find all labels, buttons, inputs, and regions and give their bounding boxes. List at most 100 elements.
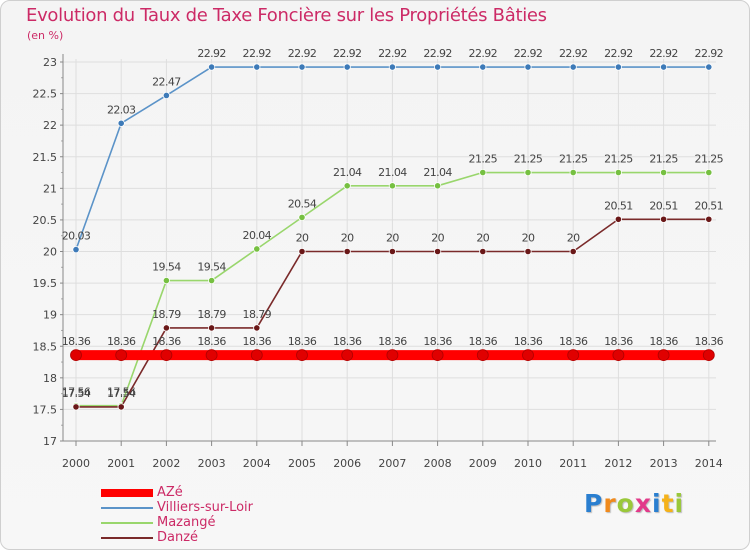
legend-swatch xyxy=(101,521,153,524)
x-tick-label: 2012 xyxy=(604,457,632,470)
x-tick-label: 2005 xyxy=(288,457,316,470)
data-label: 22.92 xyxy=(559,47,588,60)
data-label: 18.36 xyxy=(152,335,181,348)
data-label: 20.54 xyxy=(288,197,317,210)
data-label: 18.36 xyxy=(695,335,724,348)
x-tick-label: 2011 xyxy=(559,457,587,470)
data-point xyxy=(612,349,625,361)
data-label: 20 xyxy=(431,232,444,245)
proxiti-logo: Proxiti xyxy=(584,489,684,518)
data-point xyxy=(162,91,170,100)
data-point xyxy=(205,349,218,361)
y-tick-label: 22 xyxy=(43,119,57,132)
x-tick-label: 2004 xyxy=(243,457,271,470)
grid-lines xyxy=(60,59,716,446)
data-label: 19.54 xyxy=(152,261,181,274)
data-label: 22.47 xyxy=(152,75,181,88)
data-point xyxy=(433,182,442,190)
x-tick-label: 2003 xyxy=(198,457,226,470)
data-point xyxy=(388,63,396,71)
data-point xyxy=(298,63,306,71)
data-point xyxy=(250,349,263,361)
data-label: 21.25 xyxy=(604,153,633,166)
data-label: 18.36 xyxy=(423,335,452,348)
x-tick-label: 2002 xyxy=(152,457,180,470)
data-point xyxy=(117,403,125,411)
data-label: 22.92 xyxy=(243,47,272,60)
data-label: 22.92 xyxy=(649,47,678,60)
series-villiers-sur-loir: 20.03 22.03 22.47 22.92 22.92 22.92 22.92 22.92… xyxy=(62,47,724,254)
data-point xyxy=(115,349,128,361)
legend-label: Mazangé xyxy=(157,515,216,530)
data-label: 22.92 xyxy=(604,47,633,60)
data-point xyxy=(72,246,80,254)
data-label: 22.92 xyxy=(469,47,498,60)
data-label: 17.56 xyxy=(62,386,91,399)
data-point xyxy=(569,247,577,256)
x-tick-label: 2001 xyxy=(107,457,135,470)
data-label: 20 xyxy=(522,232,535,245)
x-tick-label: 2008 xyxy=(424,457,452,470)
data-point xyxy=(614,215,623,223)
data-label: 18.36 xyxy=(288,335,317,348)
data-point xyxy=(298,213,306,221)
x-tick-label: 2013 xyxy=(650,457,678,470)
data-label: 18.79 xyxy=(197,308,226,321)
data-point xyxy=(479,168,487,177)
data-point xyxy=(524,168,532,177)
data-point xyxy=(388,182,396,190)
data-label: 18.36 xyxy=(107,335,136,348)
data-point xyxy=(431,349,444,361)
series-mazang-: 17.56 17.56 19.54 19.54 20.04 20.54 21.04 21.04… xyxy=(62,153,724,410)
y-tick-label: 22.5 xyxy=(33,88,58,101)
data-label: 21.04 xyxy=(333,166,362,179)
data-label: 18.36 xyxy=(649,335,678,348)
data-label: 18.36 xyxy=(559,335,588,348)
series-az-: 18.36 18.36 18.36 18.36 18.36 18.36 18.36 18.36… xyxy=(62,335,724,361)
data-point xyxy=(162,324,170,332)
data-point xyxy=(160,349,173,361)
data-label: 18.79 xyxy=(152,308,181,321)
data-point xyxy=(388,247,396,256)
y-tick-label: 17.5 xyxy=(33,403,58,416)
legend-label: Villiers-sur-Loir xyxy=(157,500,254,515)
data-point xyxy=(705,215,713,223)
x-tick-label: 2006 xyxy=(333,457,361,470)
logo-letter: x xyxy=(634,489,652,518)
data-point xyxy=(659,215,668,223)
legend-swatch xyxy=(101,506,153,509)
data-label: 22.03 xyxy=(107,103,136,116)
data-point xyxy=(524,63,532,71)
data-point xyxy=(343,247,351,256)
legend-item: AZé xyxy=(101,485,253,500)
data-label: 22.92 xyxy=(197,47,226,60)
legend-item: Villiers-sur-Loir xyxy=(101,500,253,515)
data-label: 22.92 xyxy=(333,47,362,60)
chart-title: Evolution du Taux de Taxe Foncière sur l… xyxy=(26,5,547,26)
data-label: 18.36 xyxy=(333,335,362,348)
data-label: 18.36 xyxy=(243,335,272,348)
x-tick-label: 2010 xyxy=(514,457,542,470)
data-label: 21.25 xyxy=(514,153,543,166)
data-label: 19.54 xyxy=(197,261,226,274)
series-danz-: 17.54 17.54 18.79 18.79 18.79 20 20 20 20 20 20 20 2… xyxy=(62,199,724,411)
logo-letter: o xyxy=(616,489,635,518)
data-point xyxy=(341,349,354,361)
data-point xyxy=(702,349,715,361)
legend-label: AZé xyxy=(157,485,183,500)
data-label: 20.04 xyxy=(243,229,272,242)
y-tick-label: 18.5 xyxy=(33,340,58,353)
chart-legend: AZé Villiers-sur-Loir Mazangé Danzé xyxy=(101,485,253,545)
data-label: 18.79 xyxy=(243,308,272,321)
legend-item: Danzé xyxy=(101,530,253,545)
y-tick-label: 21 xyxy=(43,182,57,195)
data-label: 20 xyxy=(296,232,309,245)
y-tick-label: 23 xyxy=(43,56,57,69)
data-label: 17.54 xyxy=(107,387,136,400)
data-point xyxy=(208,63,216,71)
y-tick-label: 18 xyxy=(43,372,57,385)
data-point xyxy=(524,247,532,256)
data-point xyxy=(253,63,261,71)
data-label: 18.36 xyxy=(514,335,543,348)
